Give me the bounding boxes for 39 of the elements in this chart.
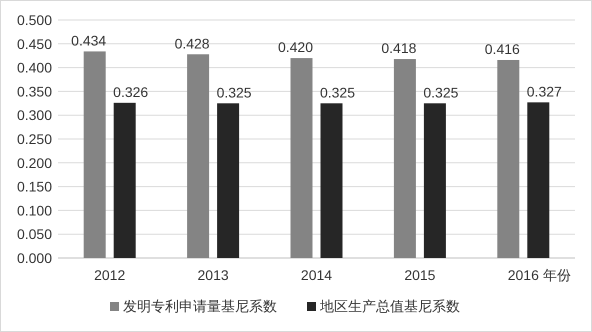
x-tick-label: 2016 bbox=[508, 267, 540, 283]
data-label: 0.325 bbox=[423, 84, 459, 100]
bar bbox=[527, 102, 550, 258]
y-tick-label: 0.050 bbox=[16, 226, 52, 242]
y-tick-label: 0.350 bbox=[16, 83, 52, 100]
bar bbox=[320, 103, 342, 258]
y-tick-label: 0.450 bbox=[16, 36, 52, 52]
data-label: 0.416 bbox=[484, 40, 520, 57]
y-tick-label: 0.100 bbox=[16, 202, 52, 218]
y-tick-label: 0.150 bbox=[16, 178, 52, 195]
bar bbox=[497, 60, 520, 258]
bar bbox=[84, 51, 106, 258]
data-label: 0.418 bbox=[381, 40, 417, 56]
y-tick-label: 0.000 bbox=[16, 250, 52, 266]
data-label: 0.325 bbox=[320, 84, 356, 100]
bar bbox=[114, 102, 136, 258]
data-label: 0.434 bbox=[71, 32, 106, 48]
bar bbox=[394, 59, 416, 258]
x-tick-label: 2014 bbox=[300, 267, 332, 283]
data-label: 0.326 bbox=[113, 84, 148, 100]
legend-label: 发明专利申请量基尼系数 bbox=[123, 298, 277, 314]
y-tick-label: 0.300 bbox=[16, 107, 52, 124]
x-axis-title: 年份 bbox=[543, 267, 571, 283]
x-tick-label: 2013 bbox=[198, 267, 229, 283]
y-tick-label: 0.500 bbox=[16, 12, 52, 28]
x-tick-label: 2015 bbox=[404, 267, 436, 283]
data-label: 0.420 bbox=[278, 39, 314, 56]
data-label: 0.325 bbox=[216, 84, 252, 100]
data-label: 0.327 bbox=[526, 83, 562, 100]
bar bbox=[424, 103, 446, 258]
bar bbox=[187, 54, 210, 258]
bar bbox=[290, 58, 312, 258]
legend-label: 地区生产总值基尼系数 bbox=[319, 298, 460, 314]
y-tick-label: 0.250 bbox=[16, 131, 52, 147]
data-label: 0.428 bbox=[174, 35, 210, 52]
y-tick-label: 0.200 bbox=[16, 154, 52, 171]
y-tick-label: 0.400 bbox=[16, 60, 52, 76]
x-tick-label: 2012 bbox=[94, 267, 126, 283]
bar bbox=[217, 103, 240, 258]
